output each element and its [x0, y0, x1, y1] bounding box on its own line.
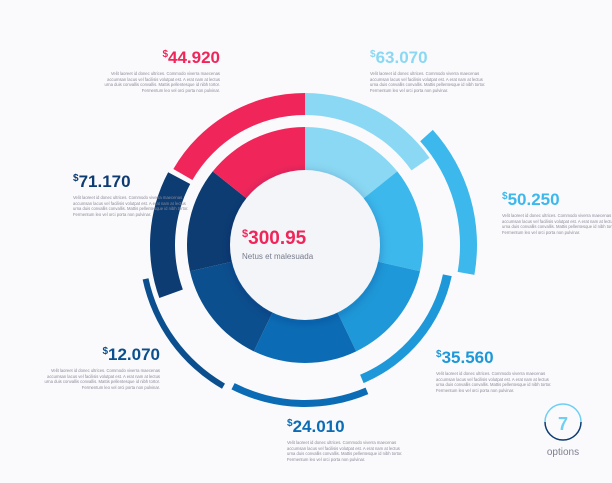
item-description: Velit laoreet id donec ultrices. Commodo…	[44, 368, 160, 390]
outer-arc-0	[305, 93, 430, 171]
item-label-0: $63.070 Velit laoreet id donec ultrices. …	[370, 48, 490, 93]
item-value: $24.010	[287, 417, 345, 436]
inner-segment-5	[187, 171, 248, 272]
outer-arc-4	[142, 278, 225, 389]
item-label-1: $50.250 Velit laoreet id donec ultrices. …	[502, 190, 612, 235]
options-ring	[544, 403, 582, 441]
item-label-3: $24.010 Velit laoreet id donec ultrices. …	[287, 417, 407, 462]
options-label: options	[546, 447, 580, 458]
inner-segment-6	[212, 127, 305, 199]
inner-segment-1	[362, 171, 424, 272]
item-description: Velit laoreet id donec ultrices. Commodo…	[370, 71, 486, 93]
total-value: $300.95	[242, 228, 307, 249]
item-description: Velit laoreet id donec ultrices. Commodo…	[73, 195, 189, 217]
inner-segment-2	[337, 261, 421, 352]
item-value: $44.920	[162, 48, 220, 67]
item-description: Velit laoreet id donec ultrices. Commodo…	[104, 71, 220, 93]
outer-arc-6	[173, 93, 305, 180]
item-label-5: $71.170 Velit laoreet id donec ultrices. …	[73, 172, 193, 217]
outer-arc-5	[149, 172, 191, 299]
item-label-4: $12.070 Velit laoreet id donec ultrices. …	[40, 345, 160, 390]
item-value: $35.560	[436, 348, 494, 367]
item-value: $50.250	[502, 190, 560, 209]
item-value: $12.070	[102, 345, 160, 364]
item-value: $63.070	[370, 48, 428, 67]
outer-arc-1	[420, 129, 477, 275]
inner-segment-3	[253, 311, 357, 363]
item-description: Velit laoreet id donec ultrices. Commodo…	[436, 371, 552, 393]
outer-arc-2	[360, 274, 452, 384]
item-value: $71.170	[73, 172, 131, 191]
item-description: Velit laoreet id donec ultrices. Commodo…	[287, 440, 403, 462]
item-label-6: $44.920 Velit laoreet id donec ultrices. …	[100, 48, 220, 93]
total-label: $300.95 Netus et malesuada	[242, 228, 313, 261]
options-count: 7	[557, 414, 568, 434]
item-description: Velit laoreet id donec ultrices. Commodo…	[502, 213, 612, 235]
outer-arc-3	[231, 383, 369, 407]
total-caption: Netus et malesuada	[242, 252, 314, 261]
inner-segment-0	[305, 127, 398, 199]
center-disk	[230, 170, 380, 320]
inner-segment-4	[189, 261, 273, 352]
item-label-2: $35.560 Velit laoreet id donec ultrices. …	[436, 348, 556, 393]
